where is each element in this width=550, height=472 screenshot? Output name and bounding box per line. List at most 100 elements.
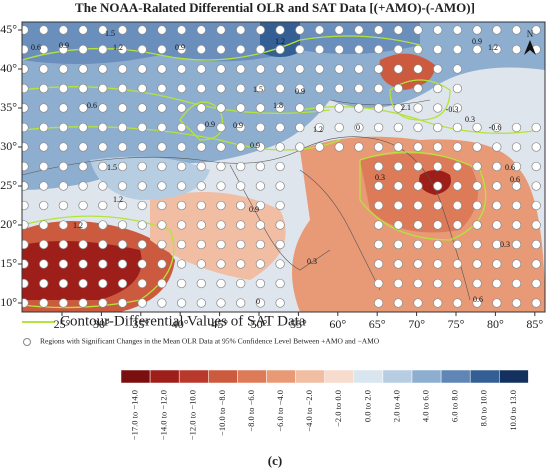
significance-dot [176, 64, 187, 74]
significance-dot [39, 44, 49, 55]
significance-dot [196, 64, 206, 74]
significance-dot [137, 103, 147, 113]
colorbar-swatch [120, 369, 151, 384]
significance-dot [275, 220, 285, 230]
significance-dot [216, 239, 226, 250]
significance-dot [433, 25, 443, 35]
significance-dot [295, 25, 305, 35]
significance-dot [196, 200, 206, 211]
significance-dot [433, 298, 443, 308]
significance-dot [452, 239, 463, 250]
significance-dot [137, 200, 147, 211]
significance-dot [373, 200, 384, 211]
significance-dot [413, 259, 423, 269]
significance-dot [452, 200, 463, 211]
significance-dot [255, 239, 266, 250]
significance-dot [216, 64, 226, 74]
significance-dot [196, 161, 206, 172]
significance-dot [176, 298, 187, 308]
significance-dot [216, 220, 226, 230]
significance-dot [492, 122, 502, 133]
colorbar-swatch [266, 369, 296, 384]
significance-dot [176, 181, 187, 191]
significance-dot [196, 298, 206, 308]
significance-dot [393, 83, 403, 94]
significance-dot [98, 278, 108, 289]
colorbar-label: −2.0 to 0.0 [333, 390, 343, 427]
significance-dot [492, 239, 502, 250]
contour-label: 1.8 [273, 101, 283, 110]
significance-dot [511, 259, 522, 269]
significance-dot [78, 25, 88, 35]
significance-dot [22, 200, 29, 211]
significance-dot [354, 83, 364, 94]
colorbar-label: 6.0 to 8.0 [450, 390, 460, 422]
significance-dot [157, 161, 167, 172]
significance-dot [255, 278, 266, 289]
significance-dot [58, 161, 69, 172]
significance-dot [511, 142, 522, 152]
y-tick-label: 15° [0, 256, 17, 270]
significance-dot [22, 181, 29, 191]
significance-dot [413, 200, 423, 211]
significance-dot [275, 200, 285, 211]
significance-dot [472, 239, 482, 250]
contour-label: 0.6 [473, 295, 483, 304]
significance-dot [117, 25, 128, 35]
significance-dot [255, 25, 266, 35]
significance-dot [255, 161, 266, 172]
contour-label: 0 [256, 297, 260, 306]
significance-dot [216, 122, 226, 133]
significance-dot [98, 200, 108, 211]
significance-dot [236, 239, 246, 250]
colorbar-swatch [208, 369, 238, 384]
significance-dot [413, 44, 423, 55]
significance-dot [373, 25, 384, 35]
contour-label: 0.9 [472, 37, 482, 46]
colorbar-swatch [237, 369, 267, 384]
y-tick-label: 30° [0, 139, 17, 153]
significance-dot [413, 25, 423, 35]
significance-dot [413, 103, 423, 113]
significance-dot [39, 298, 49, 308]
significance-dot [137, 44, 147, 55]
significance-dot [255, 142, 266, 152]
significance-dot [98, 103, 108, 113]
significance-dot [117, 64, 128, 74]
x-tick-label: 35° [132, 317, 149, 331]
significance-dot [433, 64, 443, 74]
significance-dot [295, 44, 305, 55]
significance-dot [39, 161, 49, 172]
colorbar-swatch [469, 369, 500, 384]
significance-dot [22, 142, 29, 152]
contour-label: 0.6 [510, 175, 520, 184]
significance-dot [236, 298, 246, 308]
significance-dot [452, 259, 463, 269]
significance-dot [78, 220, 88, 230]
colorbar-swatch [295, 369, 325, 384]
significance-dot [314, 122, 325, 133]
colorbar-label: −4.0 to −2.0 [304, 390, 314, 432]
significance-dot [78, 298, 88, 308]
significance-dot [334, 25, 344, 35]
significance-dot [58, 64, 69, 74]
significance-dot [531, 278, 541, 289]
x-tick-label: 85° [526, 317, 543, 331]
significance-dot [373, 161, 384, 172]
significance-dot [492, 278, 502, 289]
significance-dot [176, 278, 187, 289]
significance-dot [452, 278, 463, 289]
significance-dot [531, 181, 541, 191]
significance-dot [373, 239, 384, 250]
y-tick-label: 40° [0, 61, 17, 75]
colorbar-label: −12.0 to −10.0 [188, 390, 198, 440]
contour-label: 0 [356, 123, 360, 132]
significance-dot [472, 44, 482, 55]
significance-dot [58, 200, 69, 211]
significance-dot [314, 142, 325, 152]
significance-dot [22, 25, 29, 35]
significance-dot [157, 239, 167, 250]
significance-dot [314, 103, 325, 113]
contour-label: 1.5 [253, 85, 263, 94]
significance-dot [393, 142, 403, 152]
